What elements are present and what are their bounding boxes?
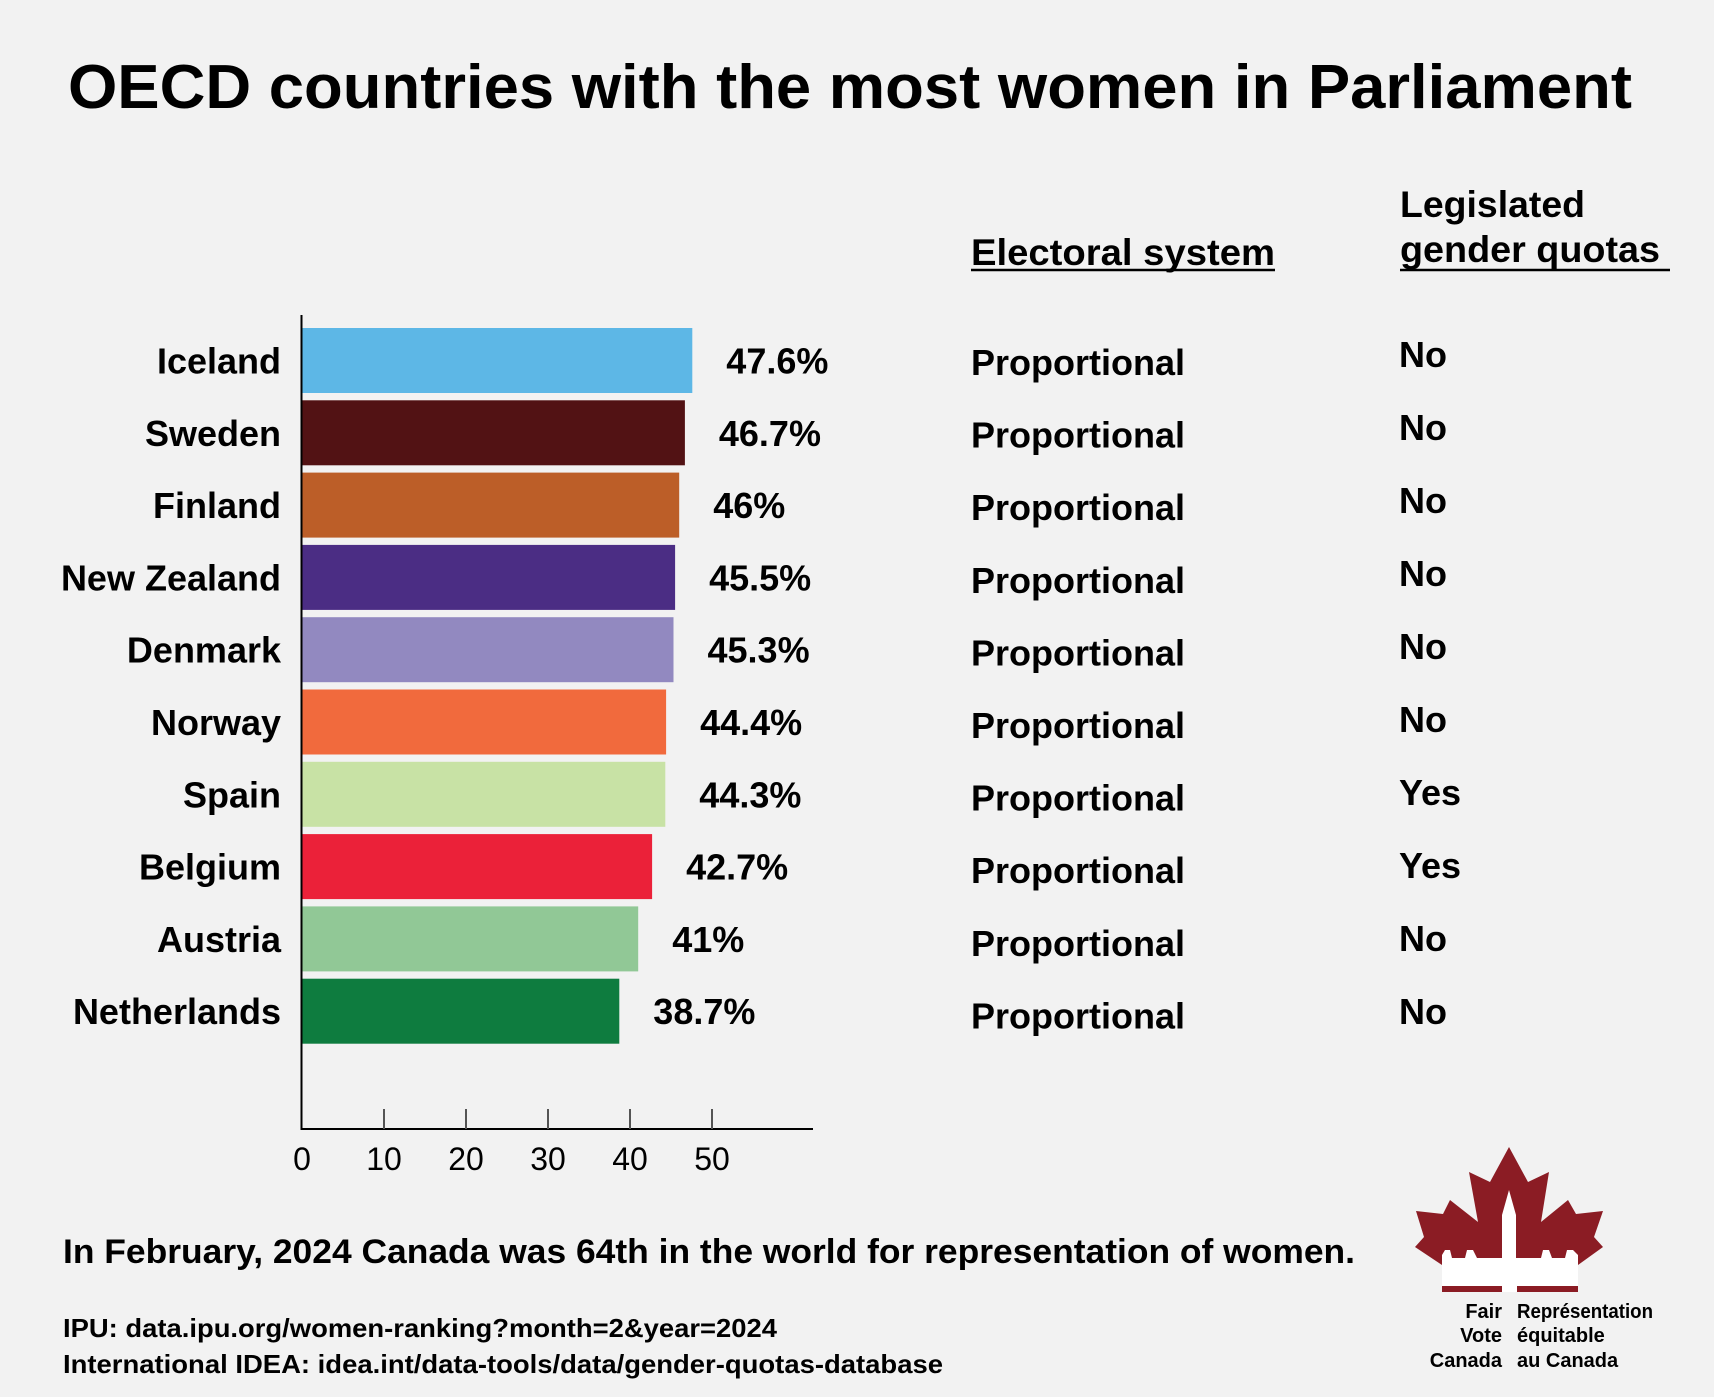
category-label: Finland xyxy=(153,485,281,526)
gender-quotas-cell: No xyxy=(1399,918,1447,959)
bar-finland xyxy=(302,472,680,538)
x-tick-label: 0 xyxy=(293,1141,311,1177)
electoral-system-cell: Proportional xyxy=(971,778,1185,819)
bar-sweden xyxy=(302,400,685,466)
gender-quotas-cell: No xyxy=(1399,699,1447,740)
x-axis-ticks-group: 0 10 20 30 40 50 xyxy=(293,1109,730,1177)
category-label: Denmark xyxy=(127,630,282,671)
source-international-idea: International IDEA: idea.int/data-tools/… xyxy=(63,1349,943,1379)
x-tick-label: 30 xyxy=(530,1141,566,1177)
value-label: 42.7% xyxy=(686,847,788,888)
gender-quotas-column: No No No No No No Yes Yes No No xyxy=(1399,334,1461,1032)
category-label: Netherlands xyxy=(73,991,281,1032)
logo-text-fr-2: équitable xyxy=(1517,1325,1605,1347)
bar-norway xyxy=(302,689,667,755)
logo-text-en-1: Fair xyxy=(1465,1301,1502,1323)
gender-quotas-header-line2: gender quotas xyxy=(1400,229,1660,270)
parliament-building-icon xyxy=(1442,1190,1578,1292)
gender-quotas-cell: No xyxy=(1399,991,1447,1032)
x-tick-label: 10 xyxy=(366,1141,402,1177)
gender-quotas-cell: Yes xyxy=(1399,772,1461,813)
category-label: New Zealand xyxy=(61,557,281,598)
gender-quotas-header-line1: Legislated xyxy=(1400,184,1585,225)
logo-text-en-3: Canada xyxy=(1430,1350,1503,1372)
bar-spain xyxy=(302,761,666,827)
electoral-system-cell: Proportional xyxy=(971,850,1185,891)
x-tick-label: 50 xyxy=(694,1141,730,1177)
category-label: Austria xyxy=(157,919,282,960)
source-ipu: IPU: data.ipu.org/women-ranking?month=2&… xyxy=(63,1313,778,1343)
bars-group xyxy=(302,328,693,1044)
chart-title: OECD countries with the most women in Pa… xyxy=(68,53,1632,122)
gender-quotas-cell: No xyxy=(1399,407,1447,448)
value-label: 44.4% xyxy=(700,702,802,743)
value-label: 41% xyxy=(672,919,744,960)
electoral-system-cell: Proportional xyxy=(971,415,1185,456)
electoral-system-cell: Proportional xyxy=(971,995,1185,1036)
bar-netherlands xyxy=(302,978,620,1044)
value-label: 45.5% xyxy=(709,557,811,598)
value-label: 44.3% xyxy=(699,774,801,815)
category-labels-group: Iceland Sweden Finland New Zealand Denmark No… xyxy=(61,341,282,1033)
bar-iceland xyxy=(302,328,693,393)
category-label: Spain xyxy=(183,774,281,815)
category-label: Norway xyxy=(151,702,281,743)
category-label: Iceland xyxy=(157,341,281,382)
bar-belgium xyxy=(302,834,653,900)
value-label: 46% xyxy=(713,485,785,526)
value-label: 38.7% xyxy=(653,991,755,1032)
value-label: 45.3% xyxy=(708,630,810,671)
electoral-system-cell: Proportional xyxy=(971,342,1185,383)
gender-quotas-cell: No xyxy=(1399,626,1447,667)
logo-text-en-2: Vote xyxy=(1460,1325,1502,1347)
electoral-system-cell: Proportional xyxy=(971,560,1185,601)
category-label: Sweden xyxy=(145,413,281,454)
value-label: 46.7% xyxy=(719,413,821,454)
footnote-canada-ranking: In February, 2024 Canada was 64th in the… xyxy=(63,1233,1355,1271)
electoral-system-cell: Proportional xyxy=(971,923,1185,964)
bar-denmark xyxy=(302,617,674,683)
category-label: Belgium xyxy=(139,847,281,888)
bar-austria xyxy=(302,906,639,972)
gender-quotas-cell: No xyxy=(1399,553,1447,594)
electoral-system-cell: Proportional xyxy=(971,705,1185,746)
x-tick-label: 20 xyxy=(448,1141,484,1177)
bar-new-zealand xyxy=(302,544,676,610)
electoral-system-column: Proportional Proportional Proportional Prop… xyxy=(971,342,1185,1036)
electoral-system-cell: Proportional xyxy=(971,632,1185,673)
x-tick-label: 40 xyxy=(612,1141,648,1177)
gender-quotas-cell: Yes xyxy=(1399,845,1461,886)
value-labels-group: 47.6% 46.7% 46% 45.5% 45.3% 44.4% 44.3% 42.7% 41… xyxy=(653,341,828,1033)
gender-quotas-cell: No xyxy=(1399,334,1447,375)
fair-vote-canada-logo: Fair Vote Canada Représentation équitabl… xyxy=(1415,1147,1653,1372)
logo-text-fr-3: au Canada xyxy=(1517,1350,1619,1372)
logo-text-fr-1: Représentation xyxy=(1517,1301,1653,1323)
electoral-system-header: Electoral system xyxy=(971,232,1275,273)
electoral-system-cell: Proportional xyxy=(971,487,1185,528)
value-label: 47.6% xyxy=(726,341,828,382)
gender-quotas-cell: No xyxy=(1399,480,1447,521)
